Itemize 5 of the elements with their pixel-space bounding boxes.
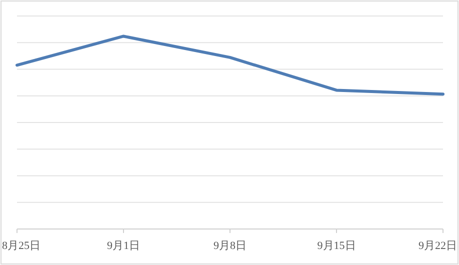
x-tick-label: 9月8日 — [214, 240, 246, 252]
x-tick-label: 9月22日 — [418, 240, 457, 252]
x-tick-label: 8月25日 — [2, 240, 40, 252]
x-tick-label: 9月1日 — [107, 240, 140, 252]
x-tick-label: 9月15日 — [317, 240, 356, 252]
